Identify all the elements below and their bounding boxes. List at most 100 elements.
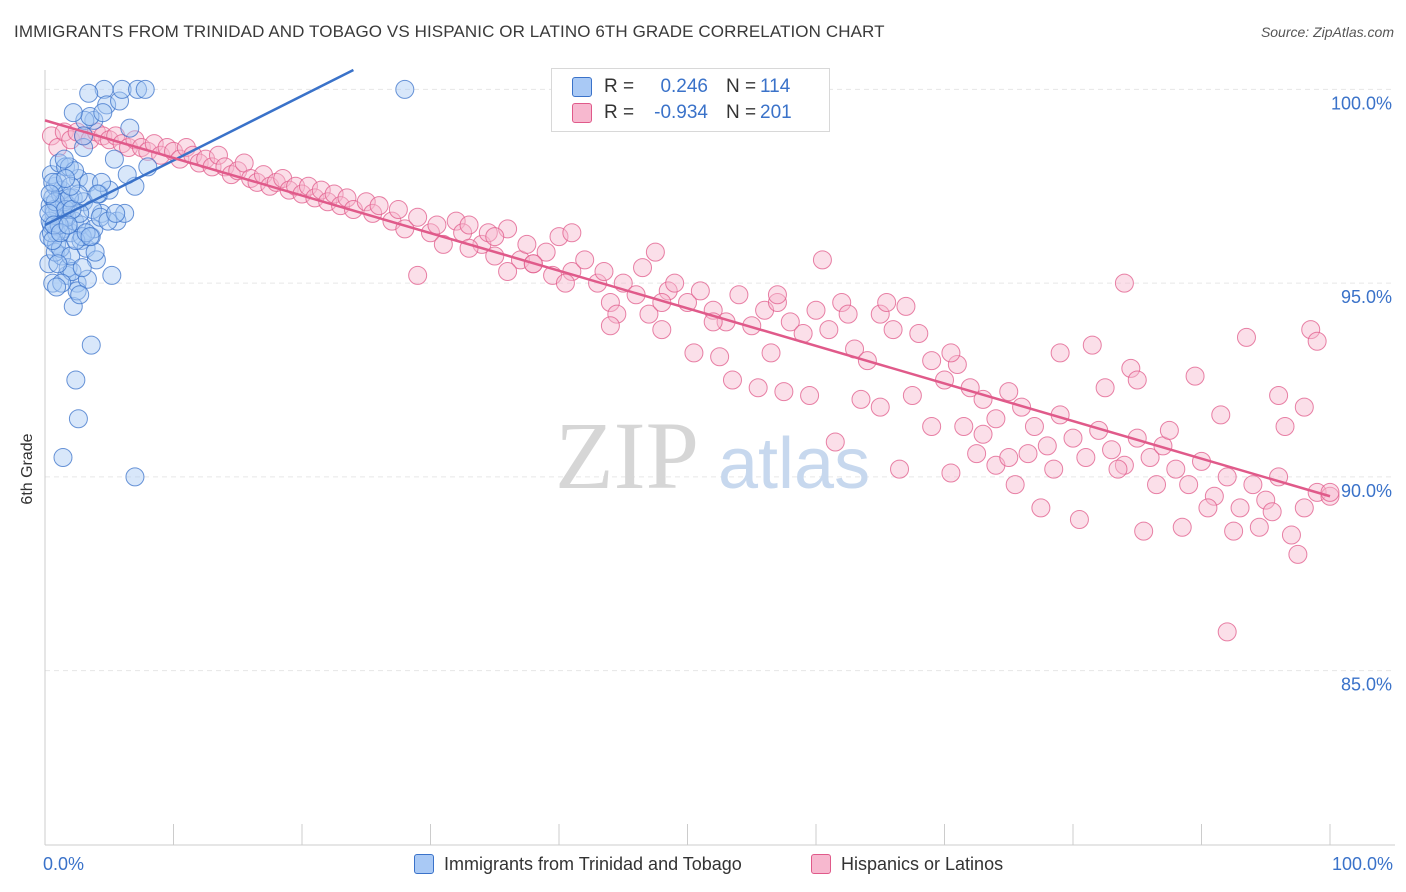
trinidad-point <box>81 335 101 355</box>
hispanic-point <box>208 145 228 165</box>
hispanic-point <box>941 463 961 483</box>
pink-swatch <box>572 103 592 123</box>
trinidad-point <box>77 269 97 289</box>
hispanic-point <box>1082 335 1102 355</box>
hispanic-point <box>311 180 331 200</box>
hispanic-point <box>1281 525 1301 545</box>
trinidad-point <box>74 138 94 157</box>
hispanic-point <box>549 227 569 247</box>
hispanic-point <box>922 417 942 436</box>
hispanic-point <box>607 304 627 324</box>
hispanic-point <box>870 397 890 417</box>
trinidad-point <box>53 448 73 467</box>
trinidad-point <box>50 238 70 258</box>
trinidad-point <box>43 172 63 192</box>
hispanic-point <box>1243 475 1263 495</box>
hispanic-point <box>902 386 922 405</box>
hispanic-point <box>780 312 800 332</box>
hispanic-point <box>973 424 993 444</box>
hispanic-point <box>41 126 61 146</box>
n-label: N = <box>726 102 757 123</box>
trinidad-point <box>66 231 86 250</box>
trend-lines <box>44 68 1331 498</box>
hispanic-point <box>954 417 974 436</box>
hispanic-point <box>1262 502 1282 522</box>
n-value-blue: 114 <box>760 76 791 97</box>
n-label: N = <box>726 76 757 97</box>
hispanic-point <box>1275 417 1295 436</box>
trinidad-point <box>67 273 87 293</box>
hispanic-point <box>1166 459 1186 479</box>
trinidad-point <box>79 83 99 103</box>
hispanic-point <box>877 293 897 312</box>
trinidad-point <box>110 91 130 111</box>
hispanic-point <box>774 382 794 402</box>
n-value-pink: 201 <box>760 102 792 123</box>
hispanic-point <box>356 192 376 212</box>
trinidad-point <box>47 277 67 297</box>
hispanic-point <box>1063 428 1083 448</box>
hispanic-point <box>1037 436 1057 456</box>
hispanic-point <box>1108 459 1128 479</box>
hispanic-point <box>1018 444 1038 464</box>
hispanic-point <box>1076 448 1096 467</box>
hispanic-point <box>947 355 967 374</box>
tick-labels: 85.0% 90.0% 95.0% 100.0% 0.0% 100.0% <box>43 93 1393 874</box>
source-label[interactable]: Source: ZipAtlas.com <box>1260 24 1394 40</box>
hispanic-point <box>806 300 826 320</box>
bottom-legend-blue[interactable]: Immigrants from Trinidad and Tobago <box>414 851 742 877</box>
trinidad-point <box>50 223 70 243</box>
hispanic-point <box>427 215 447 235</box>
hispanic-point <box>446 211 466 231</box>
hispanic-point <box>652 320 672 340</box>
hispanic-point <box>896 296 916 316</box>
hispanic-point <box>600 316 620 336</box>
hispanic-point <box>1307 331 1327 351</box>
hispanic-point <box>485 227 505 247</box>
hispanic-point <box>498 262 518 281</box>
watermark-atlas: atlas <box>718 424 870 504</box>
trinidad-point <box>93 103 113 123</box>
trinidad-point <box>58 215 78 235</box>
trinidad-point <box>56 169 76 188</box>
chart-title: IMMIGRANTS FROM TRINIDAD AND TOBAGO VS H… <box>14 22 885 41</box>
hispanic-point <box>710 347 730 367</box>
hispanic-point <box>1031 498 1051 518</box>
hispanic-trend-line <box>44 119 1331 498</box>
y-tick-label: 95.0% <box>1341 287 1392 307</box>
hispanic-point <box>909 324 929 343</box>
trinidad-point <box>120 118 140 138</box>
trinidad-point <box>63 296 83 316</box>
hispanic-point <box>767 293 787 312</box>
hispanic-point <box>999 448 1019 467</box>
trinidad-point <box>80 227 100 247</box>
hispanic-point <box>1159 420 1179 440</box>
trinidad-point <box>102 265 122 285</box>
blue-legend-label: Immigrants from Trinidad and Tobago <box>444 853 742 874</box>
trinidad-point <box>104 149 124 169</box>
hispanic-point <box>851 389 871 409</box>
trinidad-point <box>72 258 92 278</box>
bottom-legend-pink[interactable]: Hispanics or Latinos <box>811 851 1003 877</box>
hispanic-point <box>594 262 614 281</box>
hispanic-point <box>318 192 338 212</box>
hispanic-point <box>562 223 582 243</box>
hispanic-point <box>337 188 357 208</box>
hispanic-point <box>1320 482 1340 502</box>
hispanic-point <box>1114 273 1134 293</box>
hispanic-point <box>1217 467 1237 487</box>
hispanic-point <box>832 293 852 312</box>
hispanic-point <box>575 250 595 270</box>
hispanic-point <box>1204 486 1224 506</box>
hispanic-point <box>748 378 768 398</box>
x-tick-label: 100.0% <box>1332 854 1393 874</box>
trinidad-trend-line <box>44 68 354 227</box>
hispanic-point <box>1127 370 1147 390</box>
trinidad-point <box>135 79 155 99</box>
hispanic-point <box>298 176 318 196</box>
hispanic-point <box>536 242 556 262</box>
trinidad-point <box>52 273 72 293</box>
hispanic-point <box>459 215 479 235</box>
hispanic-point <box>684 343 704 363</box>
hispanic-point <box>639 304 659 324</box>
